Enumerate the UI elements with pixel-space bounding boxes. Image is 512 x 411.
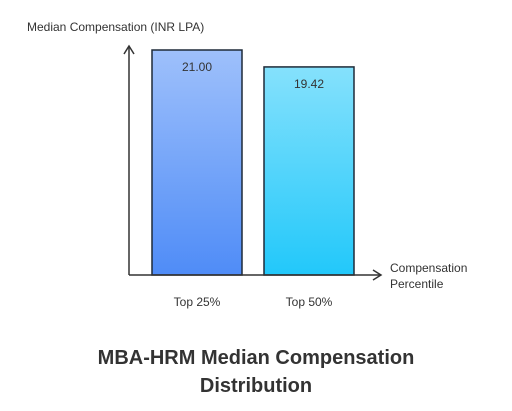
bar [151,49,243,276]
chart-title: MBA-HRM Median Compensation Distribution [97,347,415,397]
x-tick-label: Top 50% [286,295,333,309]
value-label: 19.42 [294,77,324,91]
x-arrow [372,269,383,281]
y-axis-label: Median Compensation (INR LPA) [27,20,205,34]
bar [263,66,355,276]
x-tick-label: Top 25% [174,295,221,309]
y-arrow [123,44,135,55]
value-label: 21.00 [182,60,212,74]
x-axis-label: Compensation Percentile [390,261,468,291]
